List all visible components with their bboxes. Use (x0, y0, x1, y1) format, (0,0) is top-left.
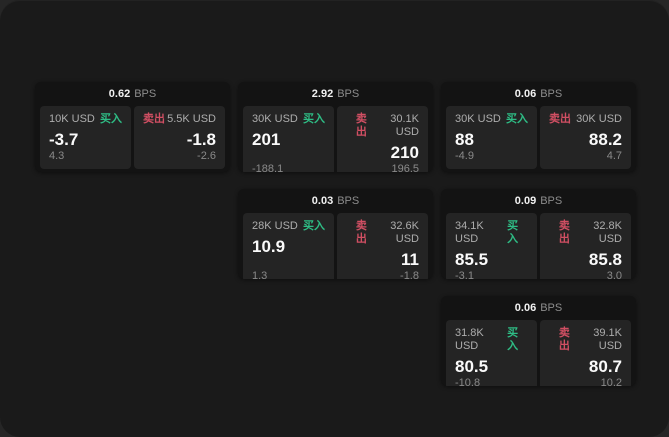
sell-side-label: 卖出 (355, 220, 367, 245)
sell-side-label: 卖出 (558, 327, 570, 352)
buy-side-label: 买入 (507, 220, 519, 245)
sell-size: 32.6K USD (390, 220, 419, 245)
spread-header: 0.03 BPS (238, 189, 433, 213)
buy-price: 88 (455, 130, 474, 149)
sell-sub-value: 4.7 (606, 150, 622, 162)
sell-price: -1.8 (186, 130, 216, 149)
buy-size: 30K USD (252, 113, 298, 125)
quote-body: 10K USD 买入 -3.7 4.3 卖出 5.5K USD -1.8 -2.… (35, 106, 230, 172)
sell-sub-value: -1.8 (400, 270, 419, 279)
sell-tile[interactable]: 卖出 30.1K USD 210 196.5 (337, 106, 428, 172)
spread-unit: BPS (540, 88, 563, 100)
buy-tile[interactable]: 31.8K USD 买入 80.5 -10.8 (446, 320, 537, 386)
buy-size: 34.1K USD (455, 220, 484, 245)
quote-card: 0.09 BPS 34.1K USD 买入 85.5 -3.1 卖出 32.8K… (441, 189, 636, 279)
buy-size: 30K USD (455, 113, 501, 125)
sell-size: 30K USD (576, 113, 622, 125)
spread-value: 0.62 (108, 88, 131, 100)
spread-value: 2.92 (311, 88, 334, 100)
sell-side-label: 卖出 (143, 113, 165, 125)
sell-price: 11 (401, 250, 419, 269)
buy-sub-value: 4.3 (49, 150, 65, 162)
spread-unit: BPS (337, 88, 360, 100)
buy-sub-value: -3.1 (455, 270, 474, 279)
spread-unit: BPS (540, 302, 563, 314)
quote-body: 28K USD 买入 10.9 1.3 卖出 32.6K USD 11 -1.8 (238, 213, 433, 279)
quote-card: 0.03 BPS 28K USD 买入 10.9 1.3 卖出 32.6K US… (238, 189, 433, 279)
spread-header: 0.62 BPS (35, 82, 230, 106)
sell-size: 39.1K USD (593, 327, 622, 352)
sell-size: 5.5K USD (167, 113, 216, 125)
quote-body: 31.8K USD 买入 80.5 -10.8 卖出 39.1K USD 80.… (441, 320, 636, 386)
buy-side-label: 买入 (100, 113, 122, 125)
spread-header: 0.09 BPS (441, 189, 636, 213)
sell-price: 88.2 (588, 130, 622, 149)
buy-size: 10K USD (49, 113, 95, 125)
sell-price: 210 (390, 143, 419, 162)
sell-tile[interactable]: 卖出 39.1K USD 80.7 10.2 (540, 320, 631, 386)
quote-card: 0.06 BPS 31.8K USD 买入 80.5 -10.8 卖出 39.1… (441, 296, 636, 386)
quote-card: 2.92 BPS 30K USD 买入 201 -188.1 卖出 30.1K … (238, 82, 433, 172)
quote-card: 0.06 BPS 30K USD 买入 88 -4.9 卖出 30K USD (441, 82, 636, 172)
spread-header: 0.06 BPS (441, 296, 636, 320)
sell-tile[interactable]: 卖出 5.5K USD -1.8 -2.6 (134, 106, 225, 169)
sell-side-label: 卖出 (355, 113, 367, 138)
buy-sub-value: -4.9 (455, 150, 474, 162)
spread-value: 0.06 (514, 88, 537, 100)
buy-tile[interactable]: 10K USD 买入 -3.7 4.3 (40, 106, 131, 169)
buy-side-label: 买入 (507, 327, 519, 352)
buy-sub-value: 1.3 (252, 270, 268, 279)
sell-size: 30.1K USD (390, 113, 419, 138)
quote-body: 30K USD 买入 88 -4.9 卖出 30K USD 88.2 4.7 (441, 106, 636, 172)
buy-sub-value: -188.1 (252, 163, 284, 172)
buy-side-label: 买入 (506, 113, 528, 125)
buy-size: 31.8K USD (455, 327, 484, 352)
sell-tile[interactable]: 卖出 32.8K USD 85.8 3.0 (540, 213, 631, 279)
spread-value: 0.06 (514, 302, 537, 314)
sell-tile[interactable]: 卖出 32.6K USD 11 -1.8 (337, 213, 428, 279)
sell-price: 85.8 (588, 250, 622, 269)
spread-unit: BPS (337, 195, 360, 207)
buy-price: 85.5 (455, 250, 489, 269)
spread-header: 2.92 BPS (238, 82, 433, 106)
quote-body: 34.1K USD 买入 85.5 -3.1 卖出 32.8K USD 85.8… (441, 213, 636, 279)
sell-size: 32.8K USD (593, 220, 622, 245)
sell-tile[interactable]: 卖出 30K USD 88.2 4.7 (540, 106, 631, 169)
spread-value: 0.03 (311, 195, 334, 207)
buy-price: -3.7 (49, 130, 79, 149)
buy-tile[interactable]: 30K USD 买入 201 -188.1 (243, 106, 334, 172)
buy-sub-value: -10.8 (455, 377, 481, 386)
spread-header: 0.06 BPS (441, 82, 636, 106)
quote-grid: 0.62 BPS 10K USD 买入 -3.7 4.3 卖出 5.5K USD (35, 82, 636, 386)
spread-value: 0.09 (514, 195, 537, 207)
buy-size: 28K USD (252, 220, 298, 232)
buy-price: 201 (252, 130, 281, 149)
buy-side-label: 买入 (303, 220, 325, 232)
sell-price: 80.7 (588, 357, 622, 376)
sell-sub-value: 10.2 (600, 377, 622, 386)
sell-sub-value: 196.5 (391, 163, 419, 172)
buy-tile[interactable]: 30K USD 买入 88 -4.9 (446, 106, 537, 169)
quote-card: 0.62 BPS 10K USD 买入 -3.7 4.3 卖出 5.5K USD (35, 82, 230, 172)
spread-unit: BPS (540, 195, 563, 207)
buy-price: 10.9 (252, 237, 286, 256)
buy-tile[interactable]: 28K USD 买入 10.9 1.3 (243, 213, 334, 279)
buy-tile[interactable]: 34.1K USD 买入 85.5 -3.1 (446, 213, 537, 279)
buy-price: 80.5 (455, 357, 489, 376)
sell-sub-value: -2.6 (197, 150, 216, 162)
sell-sub-value: 3.0 (606, 270, 622, 279)
spread-unit: BPS (134, 88, 157, 100)
sell-side-label: 卖出 (558, 220, 570, 245)
buy-side-label: 买入 (303, 113, 325, 125)
sell-side-label: 卖出 (549, 113, 571, 125)
quote-body: 30K USD 买入 201 -188.1 卖出 30.1K USD 210 1… (238, 106, 433, 172)
